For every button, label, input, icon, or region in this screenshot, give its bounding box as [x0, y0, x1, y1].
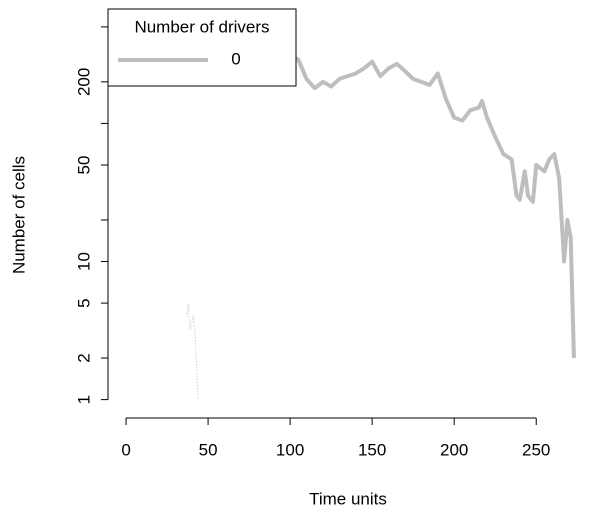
y-axis-label: Number of cells: [9, 156, 28, 274]
data-line: [186, 302, 199, 400]
legend-title: Number of drivers: [134, 17, 269, 36]
y-tick-label: 10: [74, 252, 93, 271]
y-tick-label: 2: [74, 353, 93, 362]
y-tick-label: 50: [74, 156, 93, 175]
y-tick-label: 200: [74, 68, 93, 96]
x-tick-label: 100: [276, 440, 304, 459]
legend-label: 0: [231, 49, 240, 68]
x-tick-label: 0: [121, 440, 130, 459]
y-tick-label: 5: [74, 298, 93, 307]
x-tick-label: 50: [199, 440, 218, 459]
x-axis-label: Time units: [309, 489, 387, 508]
y-tick-label: 1: [74, 395, 93, 404]
legend-box: [107, 8, 297, 87]
x-tick-label: 250: [522, 440, 550, 459]
x-tick-label: 150: [358, 440, 386, 459]
x-tick-label: 200: [440, 440, 468, 459]
